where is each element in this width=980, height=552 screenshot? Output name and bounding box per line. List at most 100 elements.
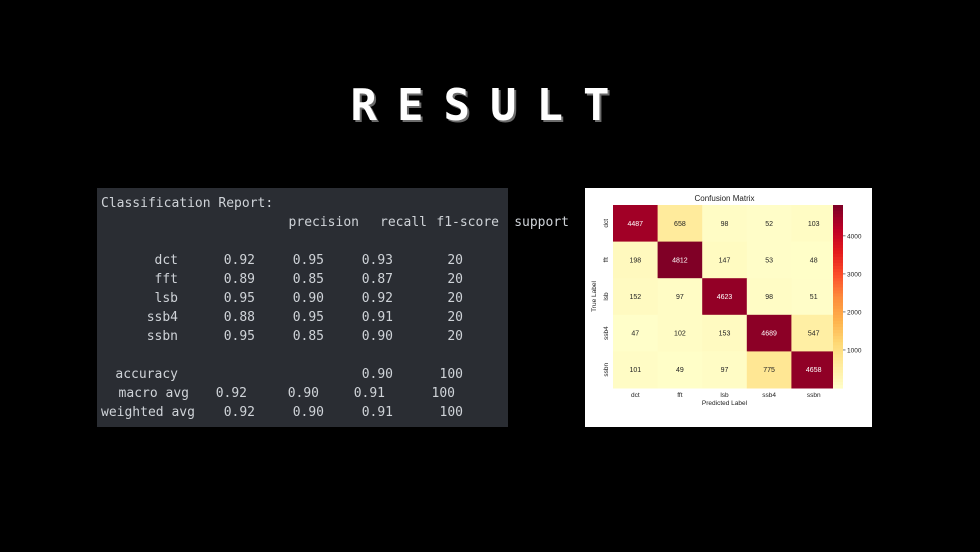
cell-fft-f1: 0.87 <box>361 272 393 287</box>
cell-ssbn-f1: 0.90 <box>361 329 393 344</box>
cell-weighted-support: 100 <box>439 405 463 420</box>
colorbar-segment <box>833 323 843 328</box>
cell-value-label: 47 <box>631 331 639 338</box>
colorbar-segment <box>833 253 843 258</box>
cell-fft-recall: 0.85 <box>292 272 324 287</box>
heatmap-cell <box>613 314 659 352</box>
cell-fft-precision: 0.89 <box>223 272 255 287</box>
cell-macro-precision: 0.92 <box>215 386 247 401</box>
colorbar-segment <box>833 360 843 365</box>
cell-value-label: 98 <box>721 221 729 228</box>
cell-dct-support: 20 <box>447 253 463 268</box>
colorbar-segment <box>833 266 843 270</box>
row-label-dct: dct <box>154 253 178 268</box>
colorbar-segment <box>833 293 843 298</box>
colorbar-segment <box>833 330 843 334</box>
colorbar-segment <box>833 342 843 346</box>
colorbar-segment <box>833 211 843 215</box>
cell-ssb4-precision: 0.88 <box>223 310 255 325</box>
colorbar-segment <box>833 208 843 212</box>
colorbar-segment <box>833 366 843 371</box>
heatmap-cell <box>702 351 748 389</box>
cell-value-label: 775 <box>763 367 775 374</box>
cell-macro-recall: 0.90 <box>287 386 319 401</box>
colorbar-segment <box>833 317 843 322</box>
cell-dct-precision: 0.92 <box>223 253 255 268</box>
cell-lsb-precision: 0.95 <box>223 291 255 306</box>
colorbar-segment <box>833 275 843 279</box>
colorbar-segment <box>833 287 843 291</box>
confusion-matrix-panel: Confusion Matrix 4487 658 98 52 103 198 4812 147… <box>585 188 872 427</box>
colorbar-segment <box>833 238 843 243</box>
colorbar-segment <box>833 311 843 316</box>
heatmap-cell <box>702 278 748 316</box>
colorbar-segment <box>833 232 843 237</box>
heatmap-cell <box>791 278 837 316</box>
heatmap-cell <box>657 205 703 243</box>
heatmap-cell <box>791 241 837 279</box>
y-tick-label: ssb4 <box>603 326 610 340</box>
col-header-precision: precision <box>288 215 359 230</box>
cell-value-label: 153 <box>719 331 731 338</box>
heatmap-cell <box>746 314 792 352</box>
row-label-ssbn: ssbn <box>146 329 178 344</box>
colorbar-segment <box>833 351 843 356</box>
heatmap-cell <box>613 278 659 316</box>
cell-weighted-f1: 0.91 <box>361 405 393 420</box>
colorbar-segment <box>833 205 843 209</box>
cell-value-label: 103 <box>808 221 820 228</box>
cell-value-label: 97 <box>676 294 684 301</box>
row-label-fft: fft <box>154 272 178 287</box>
col-header-support: support <box>514 215 569 230</box>
colorbar-segment <box>833 372 843 377</box>
colorbar-segment <box>833 333 843 337</box>
cell-value-label: 152 <box>629 294 641 301</box>
col-header-f1-score: f1-score <box>436 215 499 230</box>
colorbar-segment <box>833 354 843 359</box>
cell-ssb4-support: 20 <box>447 310 463 325</box>
y-tick-label: ssbn <box>603 362 610 376</box>
heatmap-cell <box>746 278 792 316</box>
cell-value-label: 102 <box>674 331 686 338</box>
colorbar-segment <box>833 281 843 285</box>
x-tick-label: fft <box>677 392 682 399</box>
cell-weighted-recall: 0.90 <box>292 405 324 420</box>
cell-ssbn-recall: 0.85 <box>292 329 324 344</box>
x-axis-label: Predicted Label <box>702 400 748 407</box>
cell-fft-support: 20 <box>447 272 463 287</box>
cell-lsb-recall: 0.90 <box>292 291 324 306</box>
heatmap-cell <box>746 205 792 243</box>
classification-report: Classification Report: precision recall … <box>97 188 569 427</box>
heatmap-cell <box>657 278 703 316</box>
col-header-recall: recall <box>380 215 427 230</box>
colorbar-segment <box>833 314 843 319</box>
y-tick-label: lsb <box>603 292 610 301</box>
y-tick-label: dct <box>603 219 610 228</box>
colorbar-segment <box>833 262 843 267</box>
colorbar-segment <box>833 327 843 331</box>
heatmap-cell <box>746 351 792 389</box>
colorbar-segment <box>833 220 843 224</box>
y-axis-label: True Label <box>591 281 598 312</box>
cell-weighted-precision: 0.92 <box>223 405 255 420</box>
cell-value-label: 4689 <box>761 331 777 338</box>
cell-value-label: 4658 <box>806 367 822 374</box>
colorbar-segment <box>833 278 843 282</box>
cell-value-label: 98 <box>765 294 773 301</box>
colorbar-tick-label: 4000 <box>847 233 862 240</box>
heatmap-cell <box>613 351 659 389</box>
colorbar-segment <box>833 363 843 368</box>
row-label-weighted-avg: weighted avg <box>101 405 195 420</box>
cell-value-label: 51 <box>810 294 818 301</box>
colorbar-segment <box>833 259 843 264</box>
cell-macro-support: 100 <box>431 386 455 401</box>
cell-value-label: 4623 <box>717 294 733 301</box>
colorbar-segment <box>833 339 843 343</box>
colorbar-segment <box>833 272 843 276</box>
colorbar-segment <box>833 375 843 380</box>
colorbar-segment <box>833 244 843 249</box>
cell-ssbn-support: 20 <box>447 329 463 344</box>
colorbar-segment <box>833 241 843 246</box>
colorbar-segment <box>833 214 843 218</box>
heatmap-cell <box>702 314 748 352</box>
